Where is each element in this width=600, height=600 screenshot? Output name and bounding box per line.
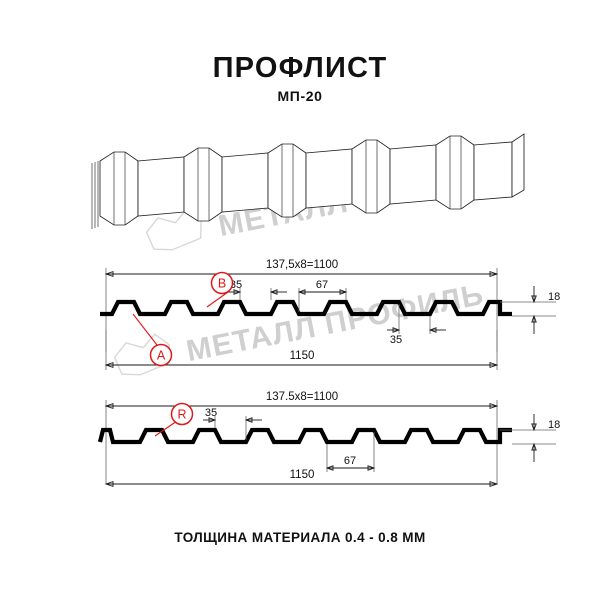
iso-rib bbox=[99, 151, 185, 226]
iso-rib bbox=[351, 139, 437, 214]
marker-b[interactable]: B bbox=[206, 271, 234, 308]
page-title: ПРОФЛИСТ bbox=[212, 52, 388, 84]
page-subtitle: МП-20 bbox=[277, 88, 323, 104]
iso-sheet bbox=[91, 133, 525, 229]
height-dimension-bottom-label: 18 bbox=[548, 419, 560, 431]
callout-67-bottom-2-label: 67 bbox=[344, 455, 356, 467]
dimension-bottom-2: 1150 bbox=[104, 469, 499, 488]
dimension-top-2: 137.5x8=1100 bbox=[104, 391, 499, 410]
dimension-bottom-label: 1150 bbox=[290, 350, 315, 362]
dimension-top: 137,5x8=1100 bbox=[104, 259, 499, 278]
watermark-logo-icon bbox=[113, 333, 170, 376]
marker-r-label: R bbox=[177, 408, 186, 422]
iso-rib bbox=[435, 135, 513, 210]
marker-a[interactable]: A bbox=[132, 313, 173, 367]
dimension-top-label: 137,5x8=1100 bbox=[266, 259, 338, 271]
iso-rib bbox=[183, 147, 269, 222]
height-dimension-top-label: 18 bbox=[548, 291, 560, 303]
callout-67-top-label: 67 bbox=[316, 279, 328, 291]
marker-a-circle bbox=[149, 343, 173, 367]
iso-rib bbox=[267, 143, 353, 218]
height-dimension-top: 18 bbox=[500, 286, 560, 334]
marker-r-circle bbox=[170, 402, 194, 426]
height-dimension-bottom: 18 bbox=[500, 414, 560, 462]
marker-r[interactable]: R bbox=[154, 402, 194, 437]
callout-35-top-2-label: 35 bbox=[205, 407, 217, 419]
dimension-bottom-2-label: 1150 bbox=[290, 469, 315, 481]
callout-67-bottom-2: 67 bbox=[325, 432, 376, 472]
callout-35-bottom-label: 35 bbox=[390, 334, 402, 346]
profile-outline-bottom bbox=[97, 427, 512, 445]
callout-35-bottom: 35 bbox=[387, 304, 446, 346]
iso-rib-end bbox=[511, 133, 525, 198]
marker-a-label: A bbox=[157, 349, 166, 363]
material-thickness-note: ТОЛЩИНА МАТЕРИАЛА 0.4 - 0.8 ММ bbox=[174, 530, 426, 545]
dimension-top-2-label: 137.5x8=1100 bbox=[266, 391, 338, 403]
dimension-bottom: 1150 bbox=[104, 350, 499, 369]
callout-67-top: 67 bbox=[297, 279, 348, 312]
profile-outline-top bbox=[100, 299, 512, 317]
marker-b-label: B bbox=[218, 277, 226, 291]
marker-b-circle bbox=[210, 271, 234, 295]
callout-35-top-2: 35 bbox=[203, 407, 262, 440]
